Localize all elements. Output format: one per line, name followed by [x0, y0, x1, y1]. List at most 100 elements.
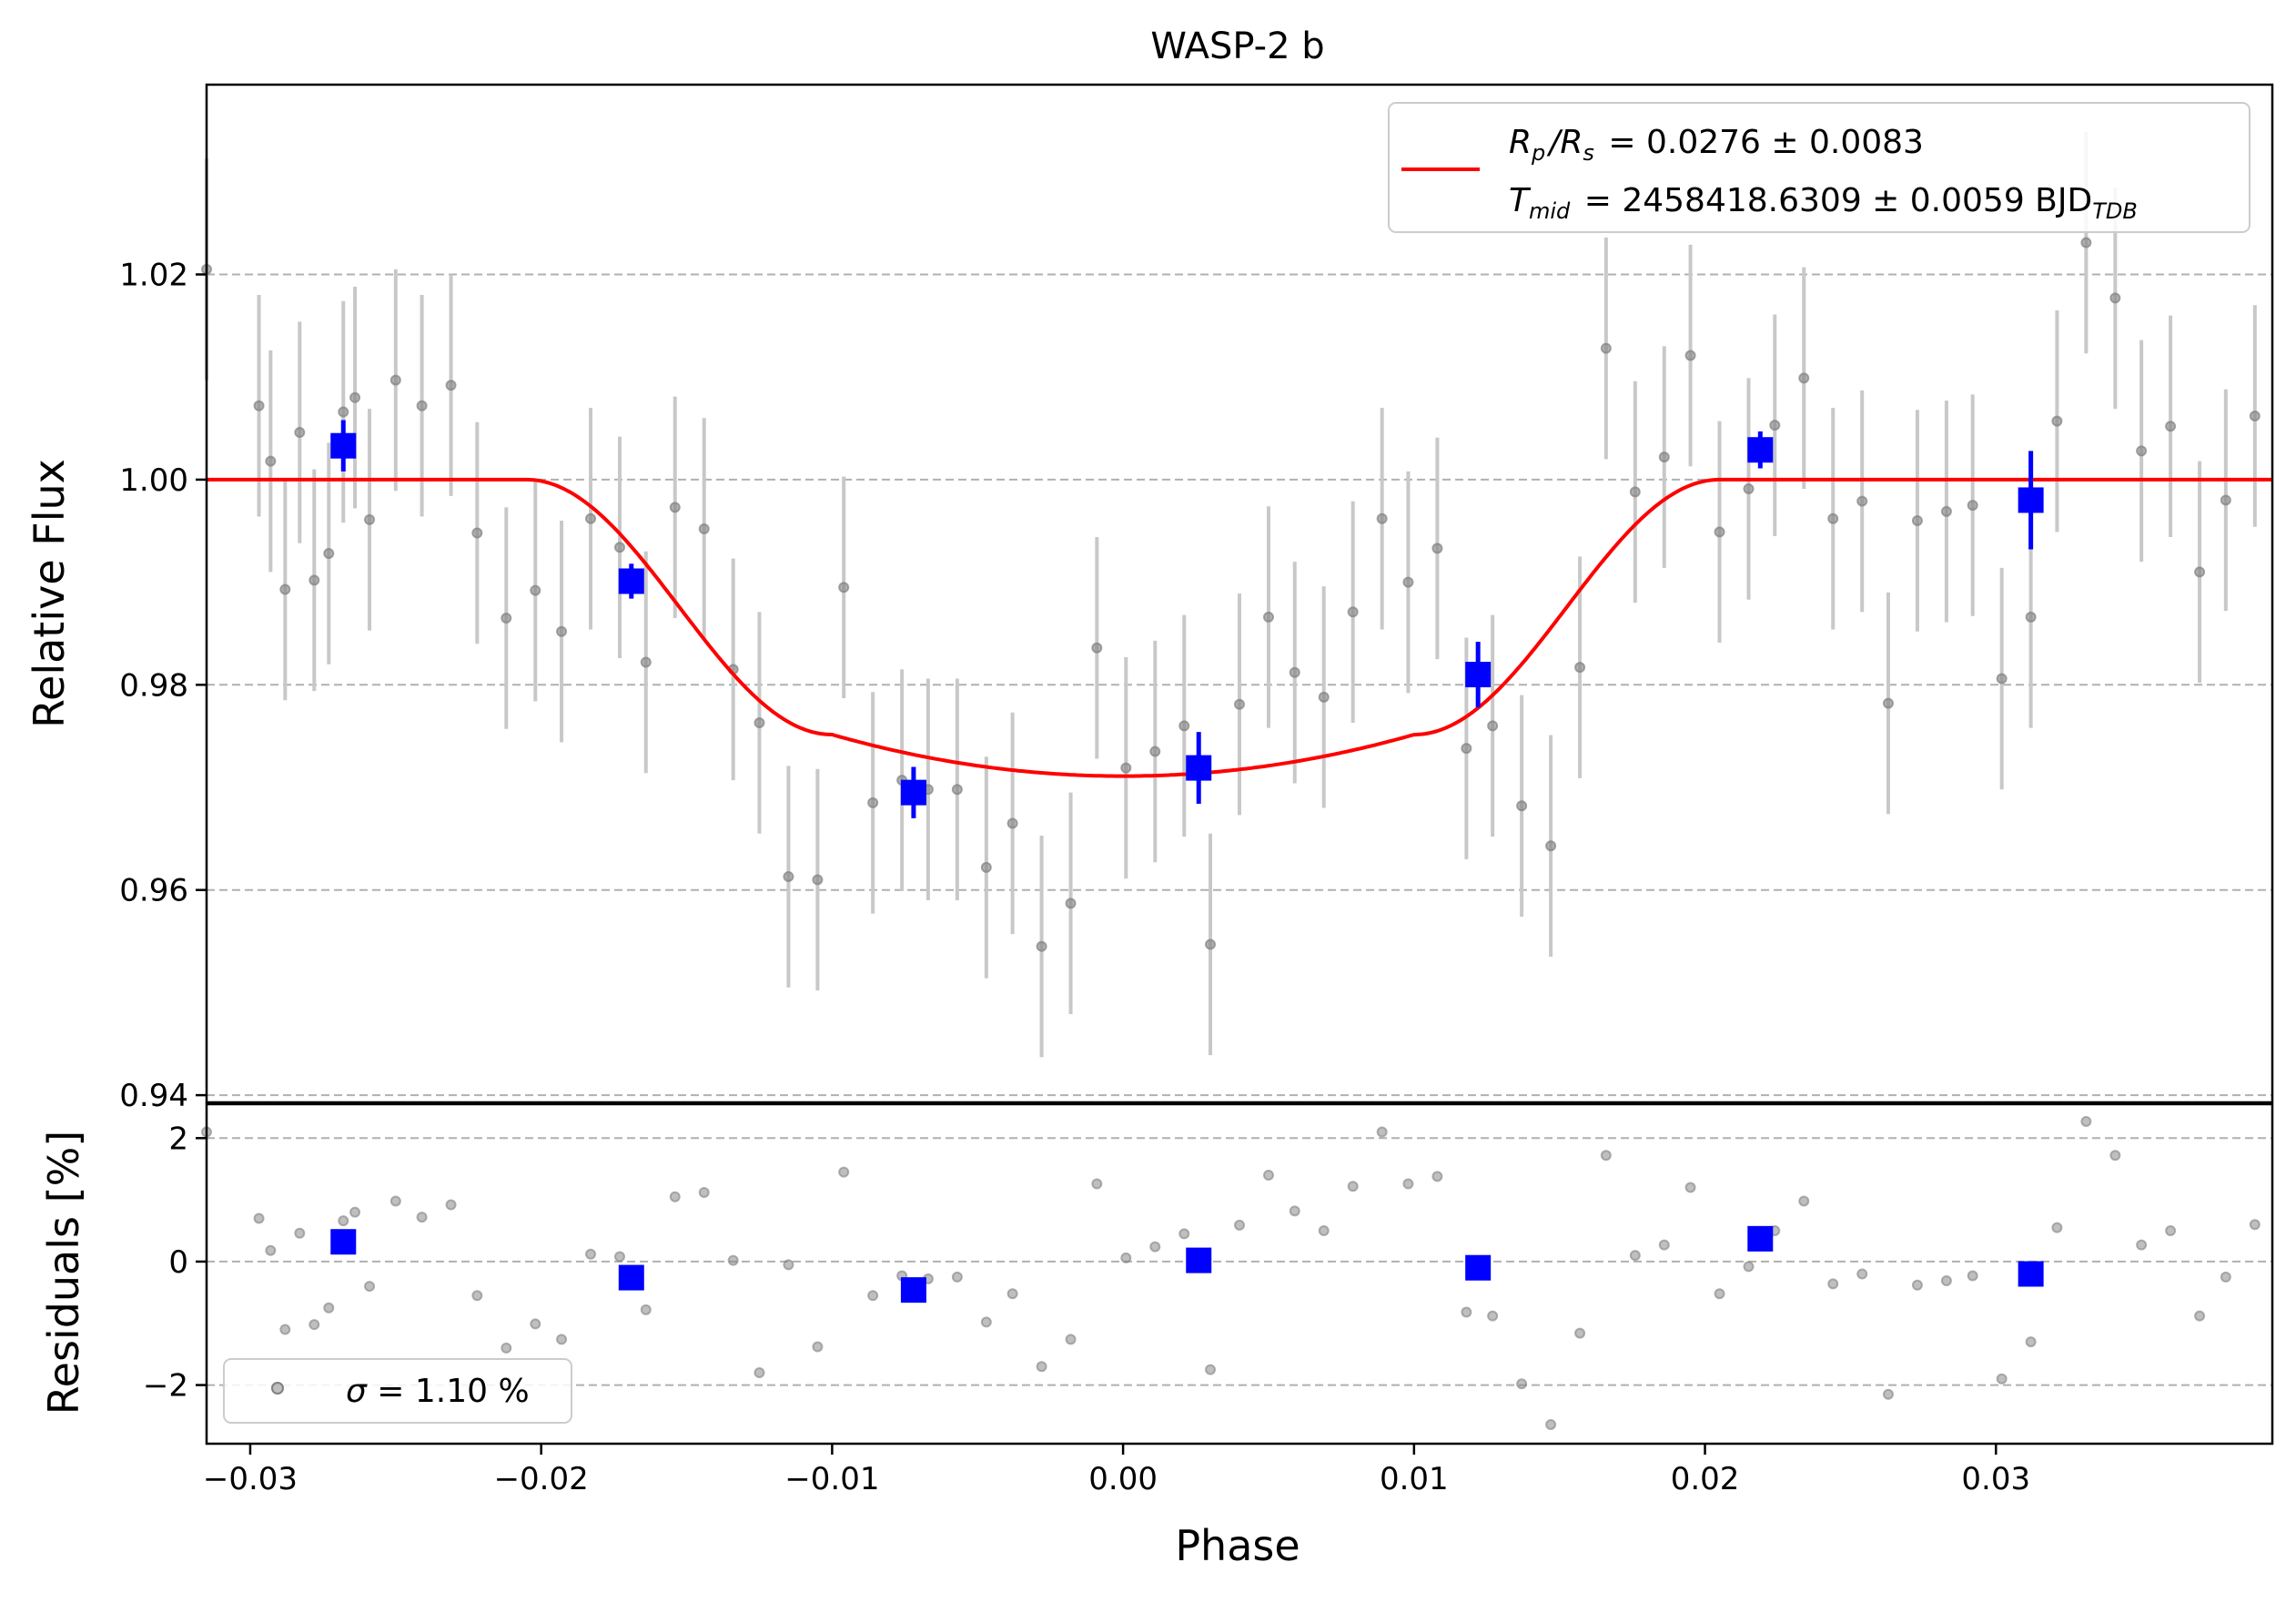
binned-point: [1747, 437, 1774, 463]
residual-point: [1006, 1288, 1018, 1300]
residual-point: [1487, 1310, 1499, 1322]
data-point: [2080, 237, 2092, 249]
data-point: [980, 861, 992, 873]
x-tick-label: 0.02: [1671, 1461, 1740, 1497]
y-tick-label: 0.94: [119, 1078, 188, 1114]
data-point: [265, 455, 277, 467]
data-point: [338, 406, 349, 418]
residual-point: [338, 1215, 349, 1227]
residual-point: [1065, 1334, 1077, 1345]
residual-point: [2194, 1310, 2206, 1322]
residual-point: [556, 1334, 568, 1345]
y-tick-label: −2: [143, 1368, 188, 1405]
residual-point: [1347, 1181, 1359, 1192]
x-tick-label: −0.03: [203, 1461, 298, 1497]
y-tick-label: 2: [168, 1121, 188, 1157]
binned-point: [2018, 487, 2044, 513]
y-tick-label: 0.96: [119, 873, 188, 909]
data-point: [1658, 451, 1670, 463]
data-point: [2194, 566, 2206, 578]
x-tick-label: 0.00: [1088, 1461, 1158, 1497]
data-point: [1574, 662, 1586, 674]
data-point: [1743, 483, 1755, 495]
data-point: [364, 513, 376, 525]
data-point: [1149, 746, 1161, 757]
data-point: [1376, 512, 1388, 524]
residual-point: [951, 1271, 963, 1283]
y-tick-label: 1.00: [119, 462, 188, 499]
residual-point: [1629, 1250, 1641, 1262]
y-axis-label-flux: Relative Flux: [25, 459, 74, 728]
data-point: [1091, 642, 1103, 654]
residual-point: [2220, 1271, 2231, 1283]
residual-point: [1431, 1171, 1443, 1182]
residual-point: [867, 1290, 879, 1302]
data-point: [2249, 411, 2261, 422]
legend-tmid-text: Tmid = 2458418.6309 ± 0.0059 BJDTDB: [1509, 182, 2138, 224]
data-point: [530, 584, 541, 596]
residual-point: [812, 1341, 824, 1353]
residual-point: [2025, 1336, 2037, 1348]
data-point: [445, 380, 457, 391]
residual-point: [669, 1191, 681, 1202]
legend-data-marker: [271, 1382, 284, 1395]
data-point: [389, 374, 401, 386]
data-point: [614, 542, 625, 553]
binned-residual-point: [1465, 1254, 1492, 1281]
top-axes-frame: [205, 83, 2274, 1104]
data-point: [838, 582, 850, 594]
data-point: [1487, 720, 1499, 732]
data-point: [1431, 543, 1443, 554]
residual-point: [1940, 1274, 1952, 1286]
residual-point: [783, 1259, 794, 1271]
residual-point: [1684, 1182, 1696, 1193]
residual-point: [364, 1281, 376, 1293]
residual-point: [1262, 1169, 1274, 1181]
data-point: [1065, 898, 1077, 909]
residual-point: [1120, 1252, 1132, 1263]
y-tick-label: 1.02: [119, 257, 188, 293]
legend-depth-text: Rp/Rs = 0.0276 ± 0.0083: [1509, 124, 1924, 166]
residual-point: [308, 1319, 320, 1331]
residual-point: [1516, 1378, 1528, 1390]
residuals-panel: −2 0 2 −0.03 −0.02 −0.01 0.00 0.01 0.02 0.03: [143, 1102, 2274, 1497]
residual-point: [754, 1367, 765, 1379]
bottom-axes-frame: [205, 1102, 2274, 1446]
data-point: [1967, 500, 1978, 512]
binned-residual-point: [900, 1277, 926, 1304]
x-tick-label: 0.01: [1380, 1461, 1449, 1497]
data-point: [1827, 512, 1839, 524]
residual-point: [1996, 1373, 2008, 1385]
binned-point: [1465, 662, 1492, 688]
residual-point: [1205, 1364, 1217, 1375]
data-point: [1798, 372, 1810, 384]
data-point: [1545, 840, 1557, 852]
residual-point: [1091, 1178, 1103, 1190]
x-axis-label: Phase: [1175, 1521, 1300, 1570]
residual-point: [1376, 1126, 1388, 1138]
sigma-legend: σ = 1.10 %: [223, 1358, 572, 1424]
data-point: [1234, 698, 1245, 710]
binned-residual-point: [2018, 1261, 2044, 1287]
data-point: [1940, 505, 1952, 517]
residual-point: [294, 1227, 306, 1239]
data-point: [1120, 762, 1132, 774]
data-point: [2136, 445, 2148, 457]
data-point: [2220, 494, 2231, 506]
data-point: [2109, 292, 2121, 304]
y-axis-label-residuals: Residuals [%]: [39, 1131, 88, 1415]
data-point: [2165, 421, 2177, 432]
residual-point: [1149, 1241, 1161, 1253]
data-point: [1461, 743, 1472, 755]
residual-point: [1827, 1278, 1839, 1290]
residual-point: [471, 1290, 483, 1302]
data-point: [416, 400, 428, 411]
residual-point: [2109, 1150, 2121, 1162]
residual-point: [640, 1304, 652, 1315]
data-point: [1911, 514, 1923, 526]
data-point: [1996, 673, 2008, 685]
data-point: [585, 512, 597, 524]
x-tick-label: 0.03: [1961, 1461, 2030, 1497]
data-point: [1036, 940, 1047, 952]
